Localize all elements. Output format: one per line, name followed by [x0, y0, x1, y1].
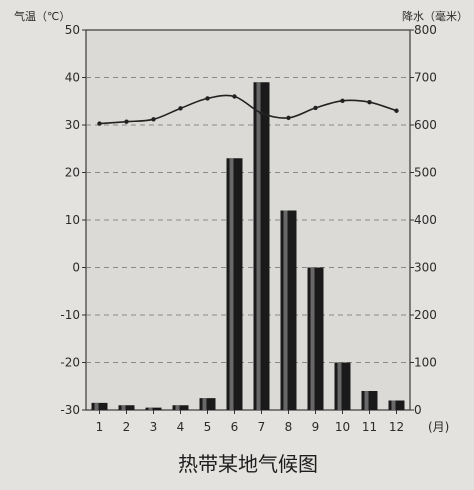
chart-title: 热带某地气候图 — [178, 452, 318, 476]
right-tick-label: 100 — [414, 356, 437, 370]
precipitation-bar — [280, 210, 297, 410]
temperature-point — [232, 94, 237, 99]
temperature-point — [97, 121, 102, 126]
x-tick-label: 11 — [362, 420, 377, 434]
right-tick-label: 200 — [414, 308, 437, 322]
x-tick-label: 2 — [123, 420, 131, 434]
precipitation-bar — [253, 82, 270, 410]
gridlines — [86, 77, 410, 363]
temperature-point — [205, 96, 210, 101]
x-tick-label: 12 — [389, 420, 404, 434]
left-axis-label: 气温（℃） — [14, 9, 70, 23]
temperature-point — [286, 115, 291, 121]
right-tick-label: 400 — [414, 213, 437, 227]
temperature-point — [340, 98, 345, 103]
x-tick-label: 7 — [258, 420, 266, 434]
x-tick-label: 3 — [150, 420, 158, 434]
right-axis-label: 降水（毫米） — [402, 9, 468, 23]
precipitation-bar — [361, 391, 378, 410]
x-tick-label: 10 — [335, 420, 350, 434]
precipitation-bar — [145, 407, 162, 410]
right-tick-label: 0 — [414, 403, 422, 417]
left-tick-label: 40 — [65, 71, 80, 85]
precipitation-bar — [199, 398, 216, 410]
left-tick-label: 10 — [65, 213, 80, 227]
left-tick-label: -10 — [60, 308, 80, 322]
x-tick-label: 5 — [204, 420, 212, 434]
temperature-point — [178, 106, 183, 111]
right-tick-label: 700 — [414, 71, 437, 85]
temperature-point — [313, 105, 318, 111]
right-tick-label: 600 — [414, 118, 437, 132]
left-axis-ticks: -30 -20 -10 0 10 20 30 40 50 — [60, 23, 86, 417]
temperature-point — [367, 100, 372, 105]
x-axis-ticks: 1 2 3 4 5 6 7 8 9 10 11 12 — [96, 410, 404, 434]
right-axis-ticks: 0 100 200 300 400 500 600 700 800 — [410, 23, 437, 417]
left-tick-label: 0 — [72, 261, 80, 275]
left-tick-label: -30 — [60, 403, 80, 417]
temperature-points — [97, 94, 399, 126]
x-axis-label: (月) — [428, 420, 449, 434]
precipitation-bar — [307, 267, 324, 410]
precipitation-bar — [118, 405, 135, 410]
precipitation-bar — [388, 400, 405, 410]
x-tick-label: 6 — [231, 420, 239, 434]
precipitation-bars — [91, 82, 405, 410]
temperature-point — [259, 110, 264, 116]
temperature-point — [124, 119, 129, 124]
temperature-line — [99, 94, 397, 125]
temperature-point — [151, 117, 156, 122]
precipitation-bar — [226, 158, 243, 410]
precipitation-bar — [91, 402, 108, 410]
x-tick-label: 8 — [285, 420, 293, 434]
right-tick-label: 500 — [414, 166, 437, 180]
right-tick-label: 800 — [414, 23, 437, 37]
right-tick-label: 300 — [414, 261, 437, 275]
x-tick-label: 1 — [96, 420, 104, 434]
left-tick-label: 50 — [65, 23, 80, 37]
precipitation-bar — [172, 405, 189, 410]
x-tick-label: 4 — [177, 420, 185, 434]
precipitation-bar — [334, 362, 351, 410]
temperature-point — [394, 108, 399, 113]
left-tick-label: 20 — [65, 166, 80, 180]
x-tick-label: 9 — [312, 420, 320, 434]
left-tick-label: 30 — [65, 118, 80, 132]
left-tick-label: -20 — [60, 356, 80, 370]
